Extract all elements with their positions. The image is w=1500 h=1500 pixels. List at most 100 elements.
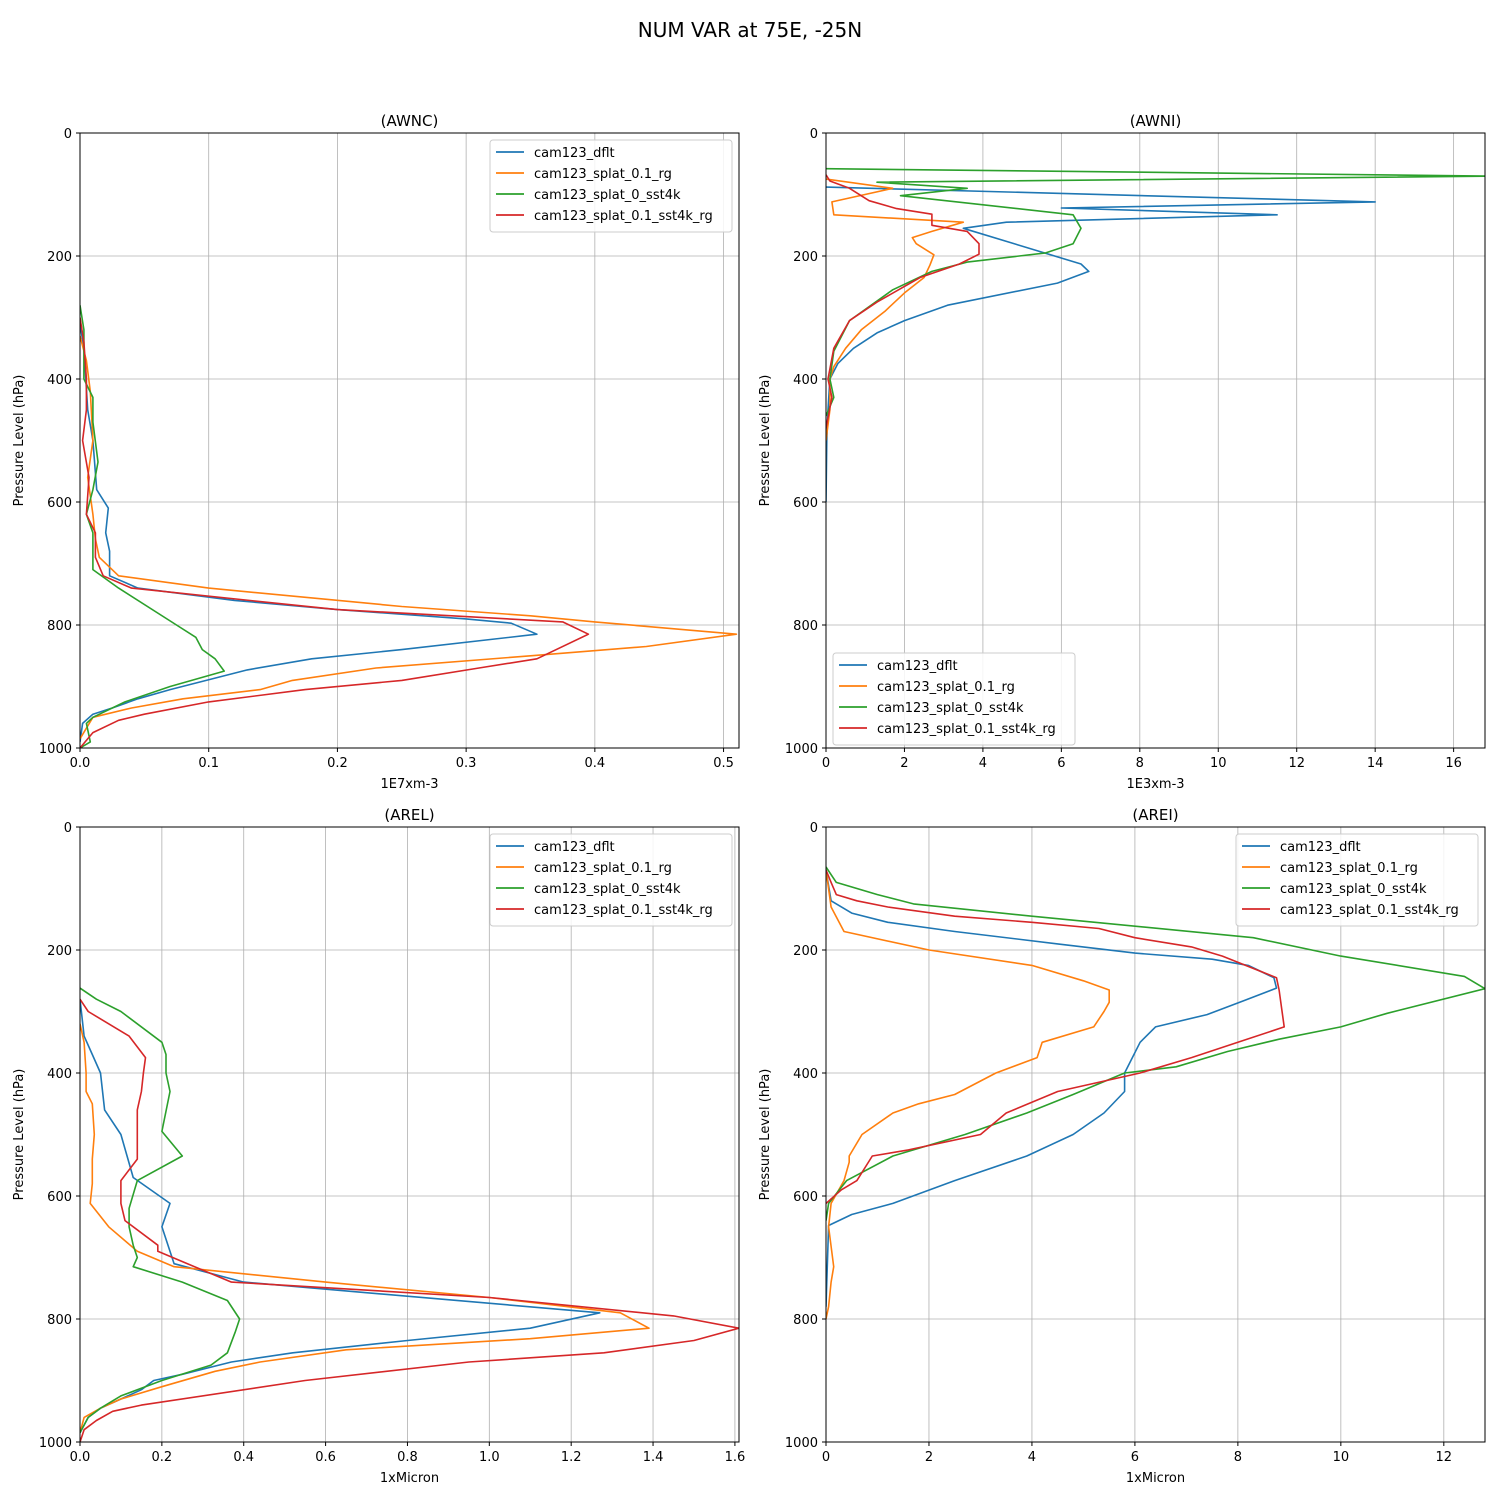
legend-box xyxy=(1235,833,1479,927)
x-tick-label: 0.0 xyxy=(70,756,91,771)
x-tick-label: 0.2 xyxy=(152,1450,173,1465)
axes-frame xyxy=(825,826,1486,1443)
panel-title: (AREL) xyxy=(384,806,434,824)
x-tick-label: 0.6 xyxy=(315,1450,336,1465)
series-line-2 xyxy=(826,178,965,441)
x-tick-label: 12 xyxy=(1436,1450,1453,1465)
legend-label-1: cam123_dflt xyxy=(877,659,958,674)
series-line-4 xyxy=(80,317,590,748)
series-line-3 xyxy=(80,987,241,1434)
x-axis-label: 1xMicron xyxy=(1126,1471,1185,1486)
y-tick-label: 800 xyxy=(793,1313,818,1328)
axes-frame xyxy=(79,826,740,1443)
x-tick-label: 8 xyxy=(1234,1450,1242,1465)
axes-frame xyxy=(825,132,1486,749)
series-line-3 xyxy=(826,167,1485,417)
x-tick-label: 1.6 xyxy=(725,1450,746,1465)
x-tick-label: 16 xyxy=(1445,756,1462,771)
legend: cam123_dflt cam123_splat_0.1_rg cam123_spl… xyxy=(489,833,733,927)
x-tick-label: 0.1 xyxy=(198,756,219,771)
legend-box xyxy=(489,833,733,927)
y-tick-label: 0 xyxy=(810,821,818,836)
y-tick-label: 1000 xyxy=(785,1436,818,1451)
x-tick-label: 2 xyxy=(925,1450,933,1465)
legend: cam123_dflt cam123_splat_0.1_rg cam123_spl… xyxy=(832,652,1076,746)
series-line-1 xyxy=(80,323,538,743)
y-tick-label: 0 xyxy=(64,821,72,836)
figure-title: NUM VAR at 75E, -25N xyxy=(638,18,862,42)
series-line-4 xyxy=(826,174,980,429)
series-lines xyxy=(826,167,1485,503)
y-tick-label: 800 xyxy=(793,619,818,634)
legend: cam123_dflt cam123_splat_0.1_rg cam123_spl… xyxy=(489,139,733,233)
y-axis-label: Pressure Level (hPa) xyxy=(758,1069,773,1201)
x-tick-label: 1.0 xyxy=(479,1450,500,1465)
series-line-4 xyxy=(826,869,1285,1204)
x-axis-label: 1xMicron xyxy=(380,1471,439,1486)
legend-label-2: cam123_splat_0.1_rg xyxy=(534,167,672,182)
panel-title: (AWNC) xyxy=(381,112,439,130)
x-tick-label: 8 xyxy=(1136,756,1144,771)
y-tick-label: 800 xyxy=(47,1313,72,1328)
x-tick-label: 0.8 xyxy=(397,1450,418,1465)
axes-frame xyxy=(79,132,740,749)
x-tick-label: 0 xyxy=(822,1450,830,1465)
y-tick-label: 800 xyxy=(47,619,72,634)
legend-label-1: cam123_dflt xyxy=(534,840,615,855)
x-tick-label: 0.4 xyxy=(233,1450,254,1465)
x-axis-label: 1E7xm-3 xyxy=(380,777,438,792)
legend-label-3: cam123_splat_0_sst4k xyxy=(534,882,681,897)
panel-awnc: 0.0 0.1 0.2 0.3 0.4 0.5 0 200 400 600 800 1000 (AWNC… xyxy=(12,112,740,792)
y-axis-label: Pressure Level (hPa) xyxy=(758,375,773,507)
legend-label-1: cam123_dflt xyxy=(534,146,615,161)
panel-awni: 0 2 4 6 8 10 12 14 16 0 200 400 600 800 1000 (AWNI) 1E3x… xyxy=(758,112,1486,792)
y-tick-label: 1000 xyxy=(39,1436,72,1451)
y-tick-label: 400 xyxy=(793,373,818,388)
legend-label-4: cam123_splat_0.1_sst4k_rg xyxy=(534,209,713,224)
x-tick-label: 1.2 xyxy=(561,1450,582,1465)
y-axis-label: Pressure Level (hPa) xyxy=(12,375,27,507)
legend-box xyxy=(832,652,1076,746)
x-tick-label: 10 xyxy=(1333,1450,1350,1465)
legend-label-3: cam123_splat_0_sst4k xyxy=(534,188,681,203)
series-lines xyxy=(80,987,739,1442)
legend: cam123_dflt cam123_splat_0.1_rg cam123_spl… xyxy=(1235,833,1479,927)
y-tick-label: 200 xyxy=(47,944,72,959)
legend-label-4: cam123_splat_0.1_sst4k_rg xyxy=(877,722,1056,737)
x-tick-label: 4 xyxy=(1028,1450,1036,1465)
panel-arel: 0.0 0.2 0.4 0.6 0.8 1.0 1.2 1.4 1.6 0 200 400 600 800… xyxy=(12,806,745,1486)
y-tick-label: 200 xyxy=(793,944,818,959)
x-tick-label: 0.2 xyxy=(327,756,348,771)
x-tick-label: 0.3 xyxy=(456,756,477,771)
x-tick-label: 12 xyxy=(1288,756,1305,771)
legend-label-3: cam123_splat_0_sst4k xyxy=(1280,882,1427,897)
x-tick-label: 10 xyxy=(1210,756,1227,771)
series-lines xyxy=(826,866,1485,1320)
legend-label-4: cam123_splat_0.1_sst4k_rg xyxy=(1280,903,1459,918)
grid xyxy=(825,132,1485,749)
y-tick-label: 200 xyxy=(793,250,818,265)
legend-box xyxy=(489,139,733,233)
series-line-1 xyxy=(826,869,1278,1307)
y-tick-label: 400 xyxy=(793,1067,818,1082)
series-lines xyxy=(80,305,738,748)
y-tick-label: 200 xyxy=(47,250,72,265)
y-tick-label: 1000 xyxy=(785,742,818,757)
y-tick-label: 600 xyxy=(793,1190,818,1205)
series-line-1 xyxy=(80,999,601,1434)
x-tick-label: 1.4 xyxy=(643,1450,664,1465)
legend-label-2: cam123_splat_0.1_rg xyxy=(1280,861,1418,876)
legend-label-1: cam123_dflt xyxy=(1280,840,1361,855)
x-tick-label: 6 xyxy=(1057,756,1065,771)
panel-arei: 0 2 4 6 8 10 12 0 200 400 600 800 1000 (AREI) 1xMicron… xyxy=(758,806,1486,1486)
x-tick-label: 2 xyxy=(900,756,908,771)
x-tick-label: 0 xyxy=(822,756,830,771)
y-tick-label: 600 xyxy=(47,496,72,511)
y-axis-label: Pressure Level (hPa) xyxy=(12,1069,27,1201)
x-tick-label: 0.5 xyxy=(713,756,734,771)
x-tick-label: 0.0 xyxy=(70,1450,91,1465)
x-tick-label: 6 xyxy=(1131,1450,1139,1465)
x-tick-label: 14 xyxy=(1367,756,1384,771)
